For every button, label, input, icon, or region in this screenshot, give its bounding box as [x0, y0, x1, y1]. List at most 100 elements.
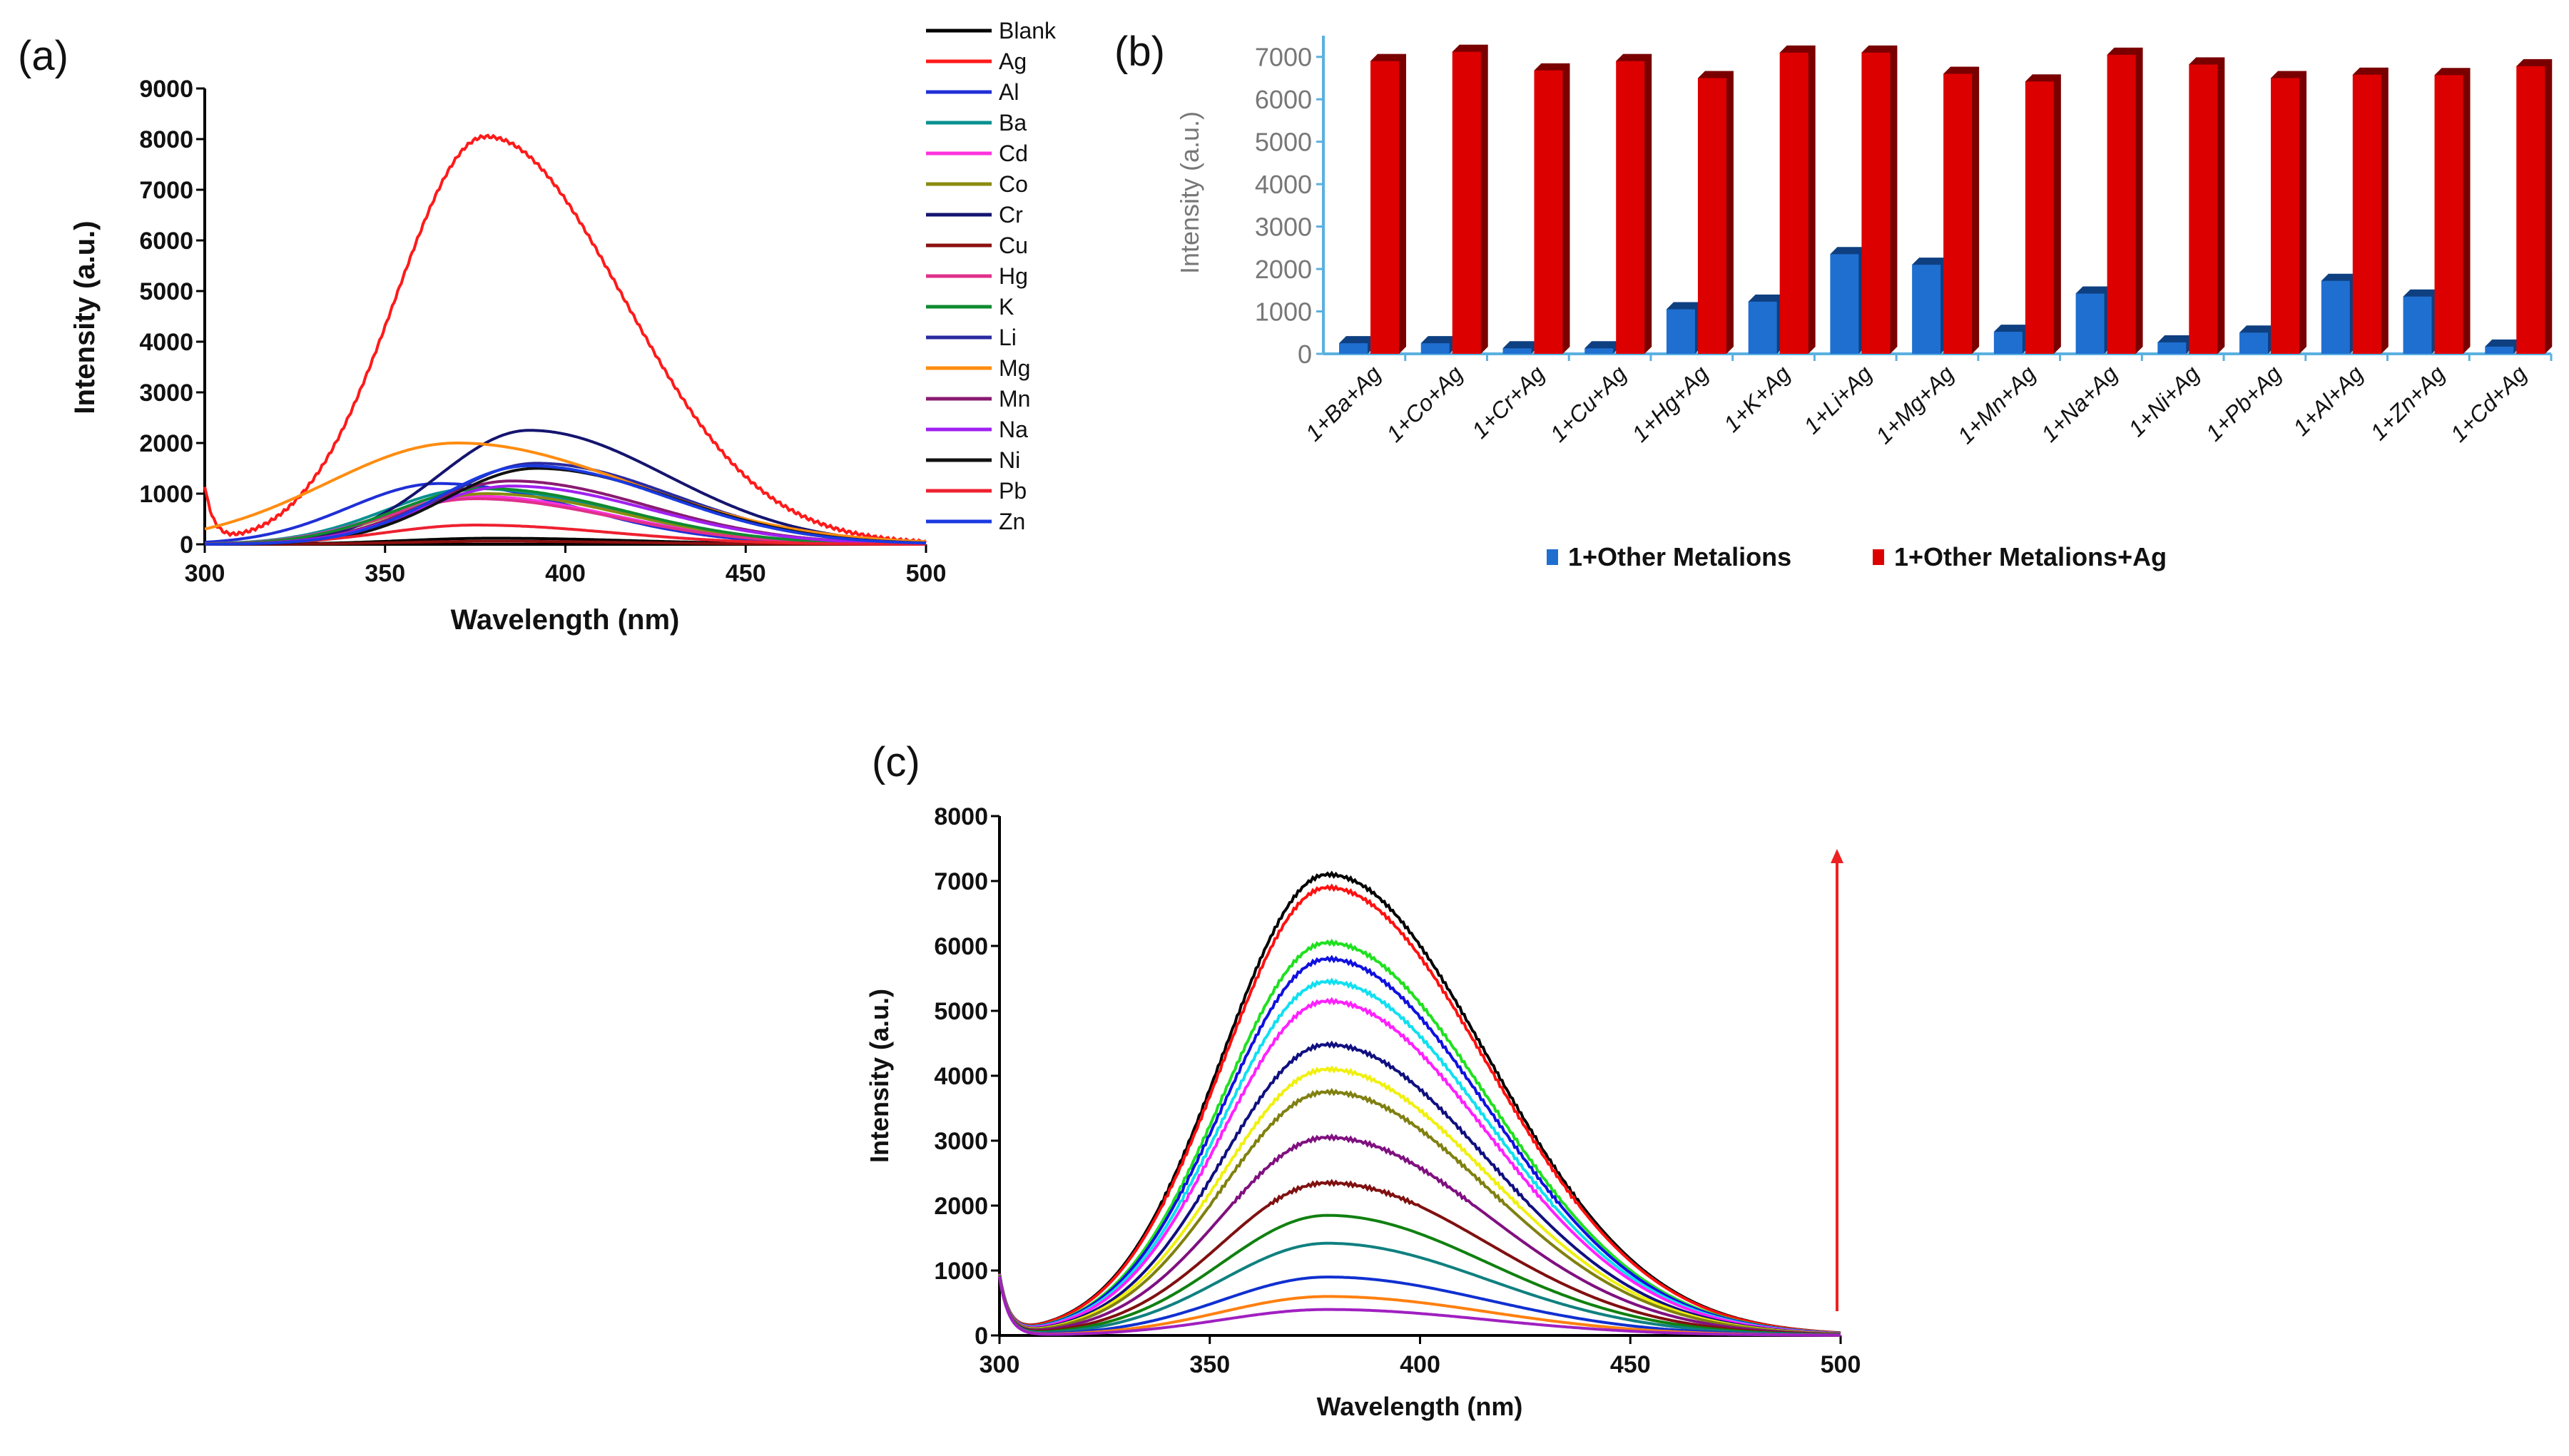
legend-label-blank: Blank — [999, 18, 1057, 44]
y-tick-label: 6000 — [1255, 85, 1312, 114]
bar-metal-1+pb+ag — [2239, 332, 2269, 354]
bar-metal-ag-1+cd+ag — [2516, 66, 2545, 354]
y-tick-label: 6000 — [139, 228, 193, 255]
x-category-label: 1+Co+Ag — [1381, 360, 1467, 447]
legend-label-li: Li — [999, 325, 1017, 350]
series-line-c8 — [998, 1088, 1841, 1335]
x-category-label: 1+Cu+Ag — [1545, 360, 1632, 447]
bar-metal-1+mn+ag — [1993, 332, 2023, 354]
bar-metal-1+ni+ag — [2157, 342, 2187, 354]
legend-swatch-0 — [1547, 549, 1558, 565]
y-tick-label: 8000 — [139, 126, 193, 153]
panel-c: (c) Wavelength (nm) Intensity (a.u.) 300… — [865, 739, 1861, 1421]
y-tick-label: 4000 — [139, 329, 193, 356]
bar-metal-ag-1+co+ag — [1452, 51, 1481, 354]
y-tick-label: 2000 — [934, 1193, 988, 1220]
y-tick-label: 4000 — [1255, 170, 1312, 199]
y-tick-label: 1000 — [1255, 297, 1312, 327]
panel-c-y-axis-label: Intensity (a.u.) — [865, 989, 894, 1163]
x-tick-label: 450 — [726, 560, 766, 587]
bar-metal-1+co+ag — [1420, 343, 1450, 354]
x-category-label: 1+Na+Ag — [2036, 360, 2122, 447]
bar-metal-ag-1+cr+ag — [1534, 70, 1563, 354]
bar-metal-1+cr+ag — [1502, 348, 1532, 354]
y-tick-label: 3000 — [139, 380, 193, 407]
y-tick-label: 6000 — [934, 933, 988, 960]
legend-label-pb: Pb — [999, 478, 1027, 504]
x-category-label: 1+Mg+Ag — [1871, 360, 1959, 449]
x-category-label: 1+Hg+Ag — [1627, 360, 1713, 447]
y-tick-label: 5000 — [139, 278, 193, 305]
bar-metal-ag-1+al+ag — [2352, 74, 2381, 354]
y-tick-label: 2000 — [1255, 255, 1312, 284]
legend-label-cd: Cd — [999, 141, 1028, 166]
y-tick-label: 7000 — [934, 868, 988, 895]
series-line-cr — [204, 429, 927, 546]
x-tick-label: 500 — [906, 560, 947, 587]
legend-label-ba: Ba — [999, 110, 1027, 136]
y-tick-label: 9000 — [139, 76, 193, 103]
x-category-label: 1+Pb+Ag — [2201, 360, 2286, 446]
bar-metal-ag-1+pb+ag — [2271, 78, 2300, 354]
bar-metal-ag-1+ni+ag — [2189, 64, 2218, 355]
y-tick-label: 5000 — [1255, 128, 1312, 157]
bar-metal-ag-1+hg+ag — [1697, 78, 1726, 354]
bar-metal-1+al+ag — [2321, 280, 2350, 354]
panel-label-b: (b) — [1114, 29, 1165, 75]
series-line-c12 — [998, 1241, 1841, 1337]
legend-label-mn: Mn — [999, 386, 1030, 412]
legend-label-k: K — [999, 294, 1014, 320]
legend-label-cu: Cu — [999, 233, 1028, 258]
bar-metal-1+ba+ag — [1339, 343, 1368, 354]
y-tick-label: 2000 — [139, 430, 193, 457]
legend-label-ag: Ag — [999, 49, 1027, 74]
legend-label-mg: Mg — [999, 355, 1030, 381]
y-tick-label: 5000 — [934, 998, 988, 1025]
y-tick-label: 0 — [180, 531, 193, 559]
panel-label-a: (a) — [18, 33, 68, 79]
x-category-label: 1+Li+Ag — [1799, 360, 1877, 439]
bar-metal-1+k+ag — [1748, 301, 1777, 354]
legend-swatch-1 — [1873, 549, 1884, 565]
y-tick-label: 0 — [1298, 340, 1312, 369]
legend-label-0: 1+Other Metalions — [1568, 542, 1791, 571]
series-line-k — [205, 487, 926, 546]
y-tick-label: 1000 — [934, 1258, 988, 1285]
y-tick-label: 1000 — [139, 481, 193, 508]
bar-metal-ag-1+mg+ag — [1943, 73, 1973, 355]
series-line-ag — [203, 133, 927, 546]
bar-metal-ag-1+ba+ag — [1370, 61, 1399, 355]
bar-metal-1+hg+ag — [1666, 309, 1695, 354]
bar-metal-1+na+ag — [2075, 293, 2105, 354]
x-tick-label: 300 — [980, 1351, 1020, 1378]
legend-label-al: Al — [999, 79, 1019, 105]
bar-metal-1+cd+ag — [2485, 346, 2514, 354]
x-category-label: 1+Ba+Ag — [1301, 360, 1386, 446]
legend-label-hg: Hg — [999, 263, 1028, 289]
series-line-mg — [204, 442, 927, 544]
panel-c-x-axis-label: Wavelength (nm) — [1317, 1392, 1523, 1421]
panel-a: (a) Wavelength (nm) Intensity (a.u.) 300… — [18, 18, 1057, 636]
x-tick-label: 350 — [1189, 1351, 1230, 1378]
x-category-label: 1+Zn+Ag — [2366, 360, 2451, 445]
bar-metal-ag-1+mn+ag — [2025, 81, 2054, 354]
x-category-label: 1+Ni+Ag — [2123, 360, 2204, 442]
series-line-c1 — [998, 883, 1841, 1335]
x-category-label: 1+Mn+Ag — [1953, 360, 2041, 449]
panel-a-x-axis-label: Wavelength (nm) — [451, 604, 680, 636]
legend-label-zn: Zn — [999, 509, 1025, 534]
legend-label-co: Co — [999, 171, 1028, 197]
x-category-label: 1+Al+Ag — [2288, 360, 2368, 440]
bar-metal-1+zn+ag — [2403, 296, 2432, 354]
legend-label-1: 1+Other Metalions+Ag — [1894, 542, 2167, 571]
series-line-zn — [205, 464, 926, 546]
panel-a-y-axis-label: Intensity (a.u.) — [69, 220, 101, 414]
y-tick-label: 4000 — [934, 1063, 988, 1090]
y-tick-label: 7000 — [139, 177, 193, 204]
panel-label-c: (c) — [872, 739, 920, 785]
x-tick-label: 450 — [1610, 1351, 1651, 1378]
series-line-c7 — [998, 1065, 1841, 1335]
x-tick-label: 350 — [365, 560, 405, 587]
y-tick-label: 0 — [975, 1323, 988, 1350]
